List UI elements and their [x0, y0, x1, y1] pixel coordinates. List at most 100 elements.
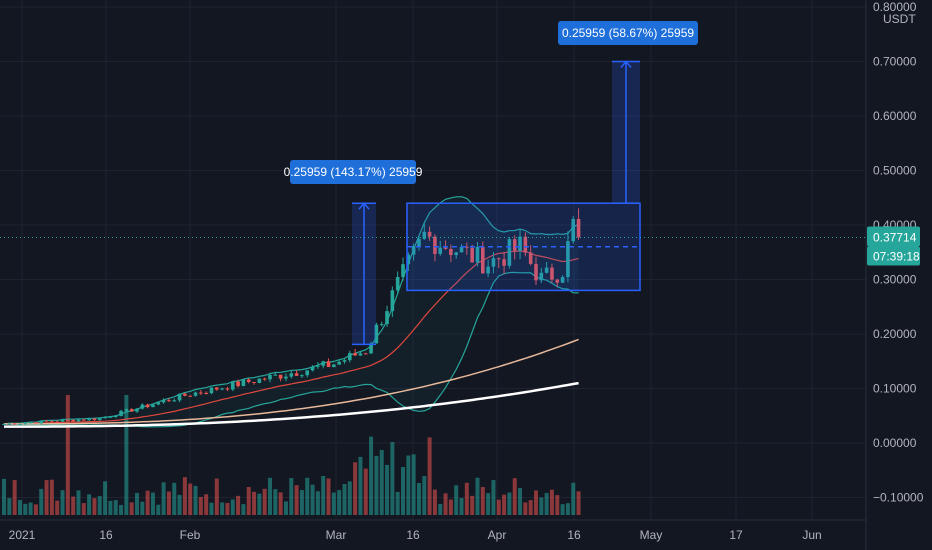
candle-body	[230, 381, 235, 390]
candle-body	[438, 247, 443, 254]
measure-callout	[558, 21, 698, 45]
candle-body	[560, 277, 565, 283]
candle-body	[220, 388, 224, 390]
volume-bar	[496, 499, 501, 515]
volume-bar	[33, 504, 38, 515]
volume-bar	[395, 491, 400, 515]
volume-bar	[124, 395, 129, 515]
y-tick-label: 0.50000	[873, 164, 917, 178]
volume-bar	[565, 503, 570, 515]
volume-bar	[315, 491, 320, 515]
candle-body	[177, 393, 182, 401]
drawing-tools[interactable]: 0.25959 (143.17%) 25959 0.25959 (58.67%) …	[0, 21, 866, 346]
candle-body	[50, 421, 54, 423]
candle-body	[544, 267, 549, 273]
volume-bar	[347, 481, 352, 515]
volume-bar	[353, 462, 358, 515]
candle-body	[379, 324, 384, 326]
volume-bar	[156, 504, 161, 515]
candle-body	[369, 343, 373, 354]
volume-bar	[534, 490, 538, 515]
candle-body	[550, 267, 554, 280]
volume-bar	[560, 504, 565, 515]
volume-bar	[236, 495, 241, 515]
candle-body	[204, 392, 208, 394]
volume-bar	[230, 499, 235, 515]
candlesticks	[2, 208, 581, 426]
volume-bar	[342, 483, 347, 515]
volume-bar	[369, 436, 374, 515]
candle-body	[12, 423, 17, 425]
volume-bar	[331, 492, 336, 515]
volume-bar	[502, 494, 507, 515]
candle-body	[140, 404, 145, 409]
volume-bars	[2, 395, 581, 515]
candle-body	[385, 311, 389, 325]
candle-body	[571, 218, 576, 242]
candle-body	[278, 374, 283, 379]
volume-bar	[81, 503, 86, 515]
candle-body	[496, 258, 501, 260]
volume-bar	[225, 502, 230, 515]
candle-body	[337, 361, 341, 365]
volume-bar	[539, 497, 544, 515]
x-tick-label: 2021	[9, 528, 36, 542]
volume-bar	[177, 494, 182, 515]
volume-bar	[507, 492, 512, 515]
candle-body	[135, 408, 139, 412]
volume-bar	[92, 498, 97, 515]
volume-bar	[12, 480, 17, 515]
volume-bar	[289, 478, 294, 515]
candle-body	[76, 419, 81, 422]
candle-body	[60, 419, 65, 422]
time-axis[interactable]: 2021 16 Feb Mar 16 Apr 16 May 17 Jun	[0, 519, 866, 542]
x-tick-label: 16	[99, 528, 113, 542]
candle-body	[156, 402, 161, 405]
volume-bar	[262, 488, 267, 515]
grid	[0, 0, 866, 520]
volume-bar	[198, 496, 203, 515]
volume-bar	[246, 486, 251, 515]
volume-bar	[257, 493, 262, 515]
candle-body	[491, 258, 496, 267]
volume-bar	[135, 492, 139, 515]
candle-body	[71, 419, 75, 422]
candle-body	[44, 420, 49, 422]
volume-bar	[459, 498, 464, 515]
candle-body	[449, 248, 453, 256]
volume-bar	[209, 502, 214, 515]
candle-body	[507, 239, 512, 266]
volume-bar	[491, 480, 496, 515]
countdown-badge	[867, 246, 920, 266]
candle-body	[97, 418, 102, 420]
volume-bar	[108, 500, 113, 515]
candle-body	[241, 379, 246, 387]
candle-body	[470, 247, 474, 263]
y-tick-label: 0.10000	[873, 382, 917, 396]
candle-body	[310, 366, 315, 371]
y-tick-label: 0.80000	[873, 0, 917, 14]
volume-bar	[28, 502, 33, 515]
candle-body	[342, 360, 347, 362]
quote-currency: USDT	[883, 12, 916, 26]
ma-mid-line	[4, 338, 579, 425]
candle-body	[459, 246, 464, 253]
candle-body	[294, 373, 299, 376]
volume-bar	[454, 485, 459, 515]
candle-body	[481, 246, 485, 274]
candle-body	[103, 417, 107, 419]
volume-bar	[283, 501, 288, 515]
volume-bar	[161, 482, 166, 515]
candle-body	[332, 364, 336, 367]
volume-bar	[23, 503, 28, 515]
measure-callout-label: 0.25959 (58.67%) 25959	[562, 26, 694, 40]
candle-body	[305, 370, 310, 376]
volume-bar	[145, 490, 150, 515]
volume-bar	[438, 503, 443, 515]
y-tick-label: 0.20000	[873, 327, 917, 341]
price-axis[interactable]: 0.800000.700000.600000.500000.400000.300…	[865, 0, 924, 550]
candle-body	[55, 421, 59, 423]
volume-bar	[182, 477, 187, 515]
candle-body	[39, 420, 44, 424]
